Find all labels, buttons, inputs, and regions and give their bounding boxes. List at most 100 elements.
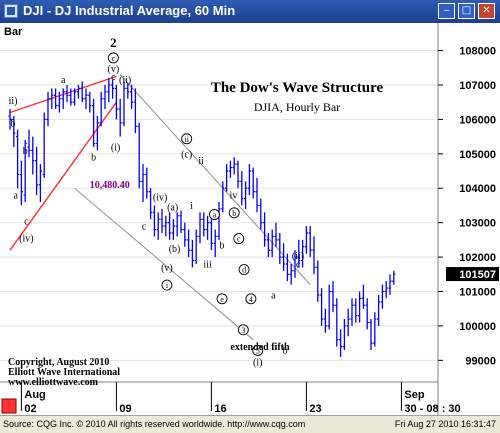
ohlc-bar bbox=[92, 98, 96, 147]
ohlc-bar bbox=[50, 88, 54, 110]
ohlc-bar bbox=[145, 167, 149, 199]
wave-label: b bbox=[220, 240, 225, 251]
ohlc-bar bbox=[282, 243, 286, 271]
ohlc-bar bbox=[198, 212, 202, 244]
ohlc-bar bbox=[304, 226, 308, 254]
wave-label: (ii) bbox=[292, 251, 304, 262]
ohlc-bar bbox=[251, 167, 255, 199]
price-tick-label: 105000 bbox=[459, 149, 496, 161]
svg-text:a: a bbox=[13, 191, 18, 202]
wave-label: e bbox=[216, 293, 228, 305]
ohlc-bar bbox=[346, 308, 350, 337]
ohlc-bar bbox=[236, 160, 240, 189]
minimize-button[interactable]: ‒ bbox=[438, 3, 455, 19]
wave-label: (i) bbox=[111, 142, 120, 153]
wave-label: b bbox=[91, 153, 96, 164]
wave-label: (a) bbox=[167, 203, 178, 214]
ohlc-bar bbox=[187, 229, 191, 258]
wave-label: 5 bbox=[252, 345, 264, 356]
svg-text:c: c bbox=[112, 54, 116, 63]
wave-label: (v) bbox=[161, 263, 173, 274]
ohlc-bar bbox=[206, 215, 210, 240]
ohlc-bar bbox=[274, 222, 278, 247]
chart-subtitle: DJIA, Hourly Bar bbox=[254, 100, 340, 114]
month-label: Sep bbox=[404, 389, 424, 401]
svg-text:ii: ii bbox=[198, 156, 204, 167]
day-label: 09 bbox=[119, 403, 131, 415]
ohlc-bar bbox=[320, 288, 324, 326]
price-tick-label: 106000 bbox=[459, 114, 496, 126]
maximize-button[interactable]: □ bbox=[458, 3, 475, 19]
ohlc-bar bbox=[164, 215, 168, 237]
wave-label: (c) bbox=[181, 149, 192, 160]
ohlc-bar bbox=[266, 232, 270, 258]
svg-text:(a): (a) bbox=[167, 203, 178, 214]
price-tick-label: 107000 bbox=[459, 80, 496, 92]
status-datetime: Fri Aug 27 2010 16:31:47 bbox=[394, 419, 496, 429]
wave-label: (ii) bbox=[119, 75, 131, 86]
ohlc-bar bbox=[377, 294, 381, 326]
month-label: Aug bbox=[24, 389, 45, 401]
ohlc-bar bbox=[194, 229, 198, 264]
wedge-line bbox=[9, 101, 117, 251]
last-price-label: 101507 bbox=[459, 269, 496, 281]
ohlc-bar bbox=[130, 84, 134, 110]
status-copyright: Source: CQG Inc. © 2010 All rights reser… bbox=[3, 419, 306, 429]
wave-label: b bbox=[23, 146, 28, 157]
svg-text:b: b bbox=[91, 153, 96, 164]
ohlc-bar bbox=[65, 84, 69, 103]
wave-label: (iv) bbox=[19, 234, 33, 245]
ohlc-bar bbox=[365, 298, 369, 330]
ohlc-bar bbox=[122, 81, 126, 127]
ohlc-bar bbox=[354, 298, 358, 323]
svg-text:e: e bbox=[220, 295, 224, 304]
ohlc-bar bbox=[88, 91, 92, 113]
wave-label: 10,480.40 bbox=[90, 180, 130, 191]
ohlc-bar bbox=[323, 308, 327, 333]
wave-label: c bbox=[233, 233, 245, 245]
wave-label: ii bbox=[181, 133, 193, 145]
last-price-badge bbox=[446, 267, 499, 282]
ohlc-bar bbox=[312, 236, 316, 275]
price-chart[interactable]: 2c(v)c (ii)aii)bbac(iv)b(i)10,480.40(iv)(… bbox=[0, 23, 500, 415]
ohlc-bar bbox=[118, 98, 122, 137]
scroll-handle[interactable] bbox=[1, 398, 17, 414]
ohlc-bar bbox=[293, 250, 297, 278]
title-bar[interactable]: DJI - DJ Industrial Average, 60 Min ‒ □ … bbox=[0, 0, 500, 24]
wave-label: a bbox=[13, 191, 18, 202]
ohlc-bar bbox=[156, 212, 160, 240]
price-bars bbox=[8, 78, 396, 357]
ohlc-bar bbox=[160, 208, 164, 233]
wave-label: extended fifth bbox=[230, 342, 290, 353]
svg-text:iii: iii bbox=[203, 259, 212, 270]
chart-title: The Dow's Wave Structure bbox=[211, 80, 384, 96]
time-axis[interactable]: 02 09 16 23 30 - 08 : 30 Aug Sep bbox=[1, 382, 461, 415]
ohlc-bar bbox=[270, 229, 274, 258]
price-axis[interactable]: 99000 100000 101000 102000 103000 104000 10500… bbox=[438, 46, 499, 368]
ohlc-bar bbox=[171, 219, 175, 240]
ohlc-bar bbox=[95, 115, 99, 151]
svg-text:d: d bbox=[242, 266, 246, 275]
wave-label: ii) bbox=[9, 96, 18, 107]
svg-text:i: i bbox=[190, 201, 193, 212]
svg-text:c: c bbox=[296, 259, 301, 270]
channel-line bbox=[74, 187, 254, 341]
ohlc-bar bbox=[152, 205, 156, 237]
wave-label: d bbox=[238, 264, 250, 276]
svg-text:c: c bbox=[142, 222, 147, 233]
ohlc-bar bbox=[240, 171, 244, 206]
price-tick-label: 101000 bbox=[459, 287, 496, 299]
ohlc-bar bbox=[57, 91, 61, 113]
wave-label: (i) bbox=[253, 358, 262, 369]
ohlc-bar bbox=[384, 281, 388, 299]
ohlc-bar bbox=[12, 115, 16, 147]
ohlc-bar bbox=[289, 263, 293, 285]
ohlc-bar bbox=[278, 232, 282, 264]
ohlc-bar bbox=[259, 198, 263, 230]
wave-label: c bbox=[111, 72, 116, 83]
close-button[interactable]: ✕ bbox=[478, 3, 495, 19]
ohlc-bar bbox=[31, 136, 35, 175]
svg-text:(ii): (ii) bbox=[292, 251, 304, 262]
svg-text:(c): (c) bbox=[181, 149, 192, 160]
svg-text:b: b bbox=[11, 118, 16, 129]
